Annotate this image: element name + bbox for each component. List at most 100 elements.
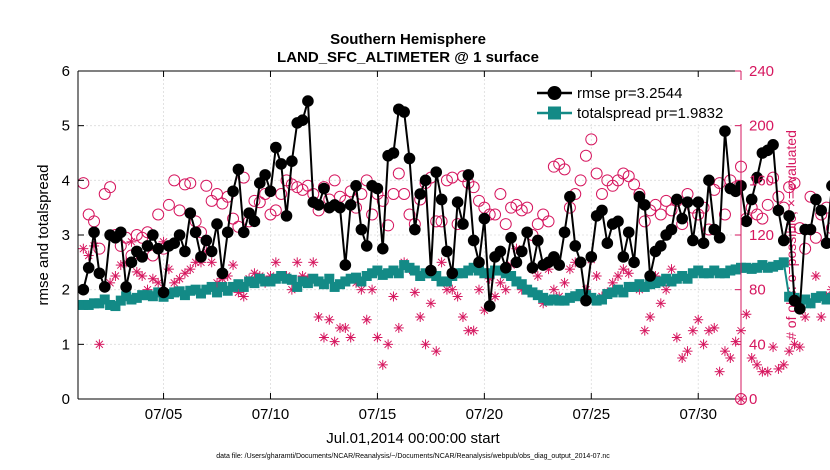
spread-point	[383, 268, 394, 279]
rmse-point	[344, 199, 357, 211]
obs-evaluated-point	[559, 277, 570, 288]
rmse-point	[232, 163, 245, 176]
obs-evaluated-point	[153, 277, 164, 288]
rmse-point	[88, 226, 100, 239]
rmse-point	[446, 267, 459, 280]
rmse-point	[515, 245, 528, 258]
rmse-point	[98, 281, 111, 293]
spread-point	[238, 281, 249, 292]
spread-point	[297, 276, 308, 287]
legend: rmse pr=3.2544 totalspread pr=1.9832	[532, 80, 750, 124]
obs-evaluated-point	[318, 332, 329, 343]
rmse-point	[82, 262, 95, 274]
spread-point	[596, 294, 607, 305]
rmse-point	[312, 199, 325, 211]
spread-point	[244, 276, 255, 287]
spread-point	[682, 273, 693, 284]
rmse-point	[713, 231, 726, 244]
obs-possible-point	[489, 208, 502, 221]
obs-possible-point	[104, 181, 117, 194]
rmse-point	[708, 223, 721, 236]
obs-evaluated-point	[682, 346, 693, 357]
obs-evaluated-point	[794, 342, 805, 353]
obs-possible-point	[595, 188, 608, 200]
obs-evaluated-point	[746, 353, 757, 363]
obs-possible-point	[98, 188, 111, 200]
rmse-point	[168, 237, 181, 249]
obs-evaluated-point	[436, 257, 447, 268]
obs-possible-point	[473, 194, 486, 207]
rmse-point	[430, 166, 443, 178]
spread-point	[661, 273, 672, 284]
rmse-point	[553, 259, 566, 271]
rmse-point	[596, 204, 608, 217]
spread-point	[399, 260, 410, 271]
obs-evaluated-point	[639, 325, 650, 336]
chart-title: Southern Hemisphere	[330, 31, 486, 48]
spread-point	[639, 281, 650, 292]
rmse-point	[558, 226, 571, 239]
rmse-point	[216, 267, 229, 280]
obs-possible-point	[387, 188, 400, 200]
obs-possible-point	[398, 188, 411, 200]
rmse-point	[296, 114, 309, 126]
obs-evaluated-point	[377, 359, 388, 370]
obs-evaluated-point	[645, 312, 656, 322]
spread-point	[179, 290, 190, 301]
obs-evaluated-point	[185, 264, 196, 275]
rmse-point	[820, 237, 830, 249]
rmse-point	[179, 245, 191, 258]
spread-point	[340, 276, 351, 287]
obs-possible-point	[392, 167, 405, 180]
spread-point	[420, 268, 431, 279]
obs-evaluated-point	[613, 271, 624, 281]
obs-evaluated-point	[693, 314, 704, 325]
rmse-point	[120, 281, 132, 293]
rmse-point	[462, 169, 475, 181]
spread-point	[564, 292, 575, 303]
obs-possible-point	[499, 218, 512, 231]
obs-possible-point	[574, 174, 587, 187]
obs-evaluated-point	[714, 366, 725, 377]
x-tick-label: 07/15	[359, 406, 397, 423]
obs-evaluated-point	[816, 312, 827, 322]
spread-point	[404, 262, 415, 273]
obs-evaluated-point	[420, 339, 431, 350]
spread-point	[773, 260, 784, 271]
obs-possible-point	[542, 215, 555, 228]
obs-evaluated-point	[137, 271, 148, 281]
obs-evaluated-point	[773, 363, 784, 374]
obs-evaluated-point	[452, 291, 463, 302]
rmse-point	[339, 259, 352, 271]
spread-point	[810, 292, 821, 303]
rmse-point	[681, 196, 694, 208]
obs-possible-point	[248, 194, 261, 207]
obs-possible-point	[579, 149, 592, 162]
obs-evaluated-point	[741, 309, 752, 320]
obs-evaluated-point	[591, 271, 602, 281]
rmse-point	[532, 234, 544, 247]
obs-evaluated-point	[457, 312, 468, 322]
x-tick-label: 07/10	[252, 406, 290, 423]
spread-point	[655, 276, 666, 287]
spread-point	[89, 298, 100, 309]
obs-evaluated-point	[789, 339, 800, 350]
spread-point	[131, 292, 142, 303]
rmse-point	[237, 226, 250, 239]
spread-point	[457, 268, 468, 279]
rmse-point	[478, 212, 491, 225]
x-tick-label: 07/25	[573, 406, 611, 423]
rmse-point	[387, 147, 400, 159]
spread-point	[313, 276, 324, 287]
rmse-point	[574, 256, 587, 269]
rmse-point	[302, 95, 314, 107]
rmse-point	[147, 229, 159, 241]
obs-evaluated-point	[447, 284, 458, 295]
spread-point	[169, 287, 180, 298]
rmse-point	[564, 190, 576, 203]
spread-point	[805, 298, 816, 309]
obs-possible-point	[162, 198, 175, 211]
spread-point	[725, 265, 736, 276]
rmse-series	[77, 95, 830, 315]
rmse-point	[499, 262, 512, 274]
